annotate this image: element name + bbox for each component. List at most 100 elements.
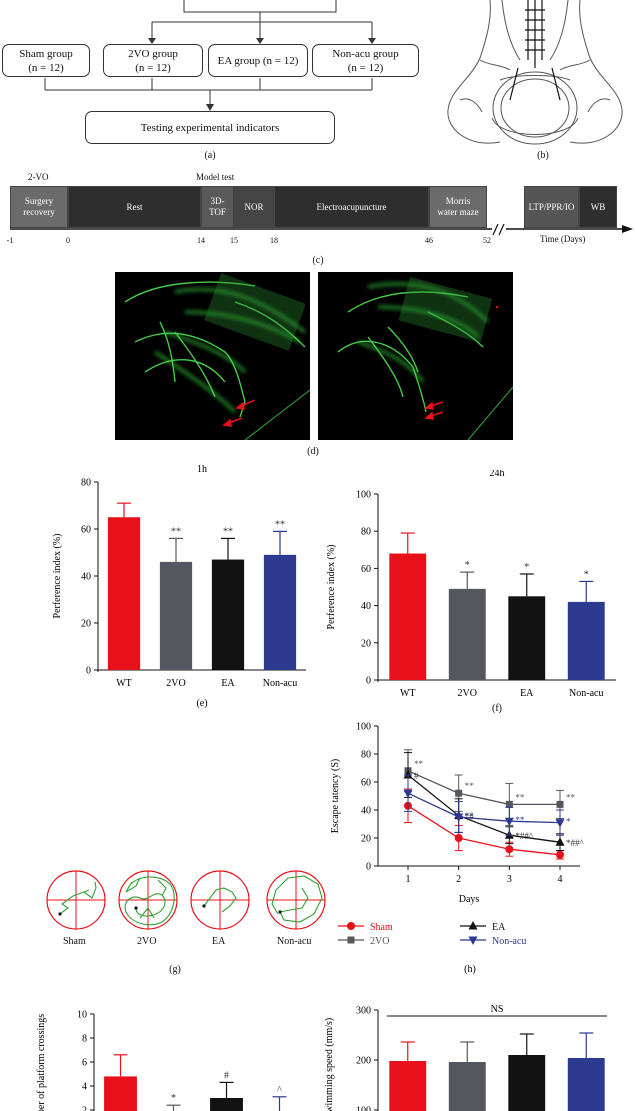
- tick-label: 52: [483, 236, 491, 245]
- group-n: (n = 12): [135, 61, 171, 74]
- y-tick-label: 80: [361, 750, 371, 761]
- maze-label-sham: Sham: [63, 936, 86, 947]
- y-axis-label: Perference index (%): [52, 534, 63, 619]
- y-tick-label: 20: [361, 638, 371, 649]
- y-tick-label: 200: [356, 1056, 371, 1067]
- panel-label-g: (g): [169, 964, 181, 975]
- group-box-2vo: 2VO group (n = 12): [103, 44, 203, 77]
- y-axis-label: Escape tatency (S): [330, 759, 341, 833]
- data-point: [555, 837, 565, 846]
- data-point: [403, 789, 413, 799]
- block-3d-tof: 3D- TOF: [201, 186, 234, 228]
- x-tick-label: 1: [406, 874, 411, 885]
- significance-label: ^: [277, 1085, 282, 1096]
- bar: [448, 1062, 486, 1111]
- x-tick-label: WT: [400, 688, 416, 699]
- data-point: [556, 800, 564, 808]
- testing-box: Testing experimental indicators: [85, 111, 335, 144]
- significance-label: *#: [465, 812, 475, 822]
- x-tick-label: 2VO: [166, 678, 185, 689]
- series-line: [407, 770, 560, 806]
- data-point: [505, 800, 513, 808]
- maze-label-2vo: 2VO: [137, 936, 157, 947]
- y-tick-label: 10: [77, 1010, 87, 1021]
- x-tick-label: 2: [456, 874, 461, 885]
- significance-label: *: [524, 562, 529, 573]
- significance-label: *: [566, 817, 571, 827]
- legend-marker: [347, 922, 355, 930]
- significance-label: *: [465, 560, 470, 571]
- panel-label-c: (c): [312, 255, 324, 266]
- block-text: Morris: [445, 196, 471, 206]
- chart-title: 24h: [490, 470, 505, 479]
- y-tick-label: 0: [366, 676, 371, 687]
- tick-label: -1: [6, 236, 14, 245]
- bar-chart-platform-crossings: 2 4 6 8 10 Number of platform crossings * # ^: [36, 1010, 287, 1111]
- angiography-image-right: [318, 272, 513, 440]
- maze-ea: [190, 870, 250, 930]
- bar: [104, 1076, 137, 1111]
- block-surgery-recovery: Surgery recovery: [10, 186, 68, 228]
- block-ltp: LTP/PPR/IO: [524, 186, 579, 228]
- flowchart-connectors: [44, 0, 376, 111]
- y-tick-label: 80: [81, 478, 91, 489]
- y-tick-label: 100: [356, 1106, 371, 1111]
- block-wb: WB: [579, 186, 617, 228]
- testing-label: Testing experimental indicators: [140, 121, 280, 134]
- data-point: [555, 819, 565, 828]
- maze-label-nonacu: Non-acu: [277, 936, 312, 947]
- bar-chart-24h: 0 20 40 60 80 100 Perference index (%) 24h WT * 2V…: [326, 470, 616, 714]
- maze-nonacu: [266, 870, 326, 930]
- x-axis-label: Days: [459, 894, 480, 905]
- bar: [389, 553, 427, 680]
- group-name: Sham group: [19, 47, 73, 60]
- x-tick-label: Non-acu: [263, 678, 297, 689]
- block-text: Rest: [126, 201, 143, 212]
- significance-label: **: [465, 781, 475, 791]
- block-text: WB: [590, 201, 606, 212]
- block-text: LTP/PPR/IO: [528, 201, 575, 212]
- bar-chart-1h: 0 20 40 60 80 Perference index (%) 1h WT ** 2VO **…: [52, 464, 306, 709]
- group-name: EA group (n = 12): [217, 54, 299, 67]
- block-text: recovery: [23, 207, 55, 217]
- chart-title: 1h: [197, 464, 207, 475]
- y-tick-label: 4: [82, 1082, 87, 1093]
- y-tick-label: 300: [356, 1006, 371, 1017]
- bar: [389, 1061, 427, 1111]
- block-nor: NOR: [234, 186, 274, 228]
- data-point: [455, 789, 463, 797]
- y-tick-label: 60: [361, 778, 371, 789]
- significance-label: #: [414, 771, 419, 781]
- y-tick-label: 100: [356, 490, 371, 501]
- panel-label: (e): [196, 698, 207, 709]
- panel-label-b: (b): [537, 150, 549, 161]
- bar: [159, 561, 193, 670]
- x-tick-label: EA: [520, 688, 534, 699]
- legend-label: Sham: [370, 922, 393, 933]
- y-axis-label: Perference index (%): [326, 545, 337, 630]
- group-name: 2VO group: [128, 47, 178, 60]
- panel-label: (h): [464, 964, 476, 975]
- maze-sham: [46, 870, 106, 930]
- x-tick-label: 3: [507, 874, 512, 885]
- significance-label: *##^: [515, 831, 534, 841]
- data-point: [454, 813, 464, 822]
- group-box-sham: Sham group (n = 12): [2, 44, 90, 77]
- series-line: [407, 805, 561, 856]
- angiography-image-left: [115, 272, 310, 440]
- significance-label: *##^: [566, 838, 585, 848]
- block-text: 3D-: [210, 196, 225, 206]
- block-text: Surgery: [24, 196, 54, 206]
- y-tick-label: 6: [82, 1058, 87, 1069]
- data-point: [403, 770, 413, 779]
- maze-label-ea: EA: [212, 936, 226, 947]
- y-tick-label: 100: [356, 722, 371, 733]
- bar: [508, 596, 546, 680]
- bar-chart-swimming-speed: 100 200 300 Average swimming speed (mm/s) NS: [324, 1004, 608, 1111]
- bar: [508, 1055, 546, 1111]
- group-box-nonacu: Non-acu group (n = 12): [312, 44, 419, 77]
- vessel-drawing: [337, 276, 513, 440]
- block-text: NOR: [244, 201, 264, 212]
- significance-label: **: [465, 811, 475, 821]
